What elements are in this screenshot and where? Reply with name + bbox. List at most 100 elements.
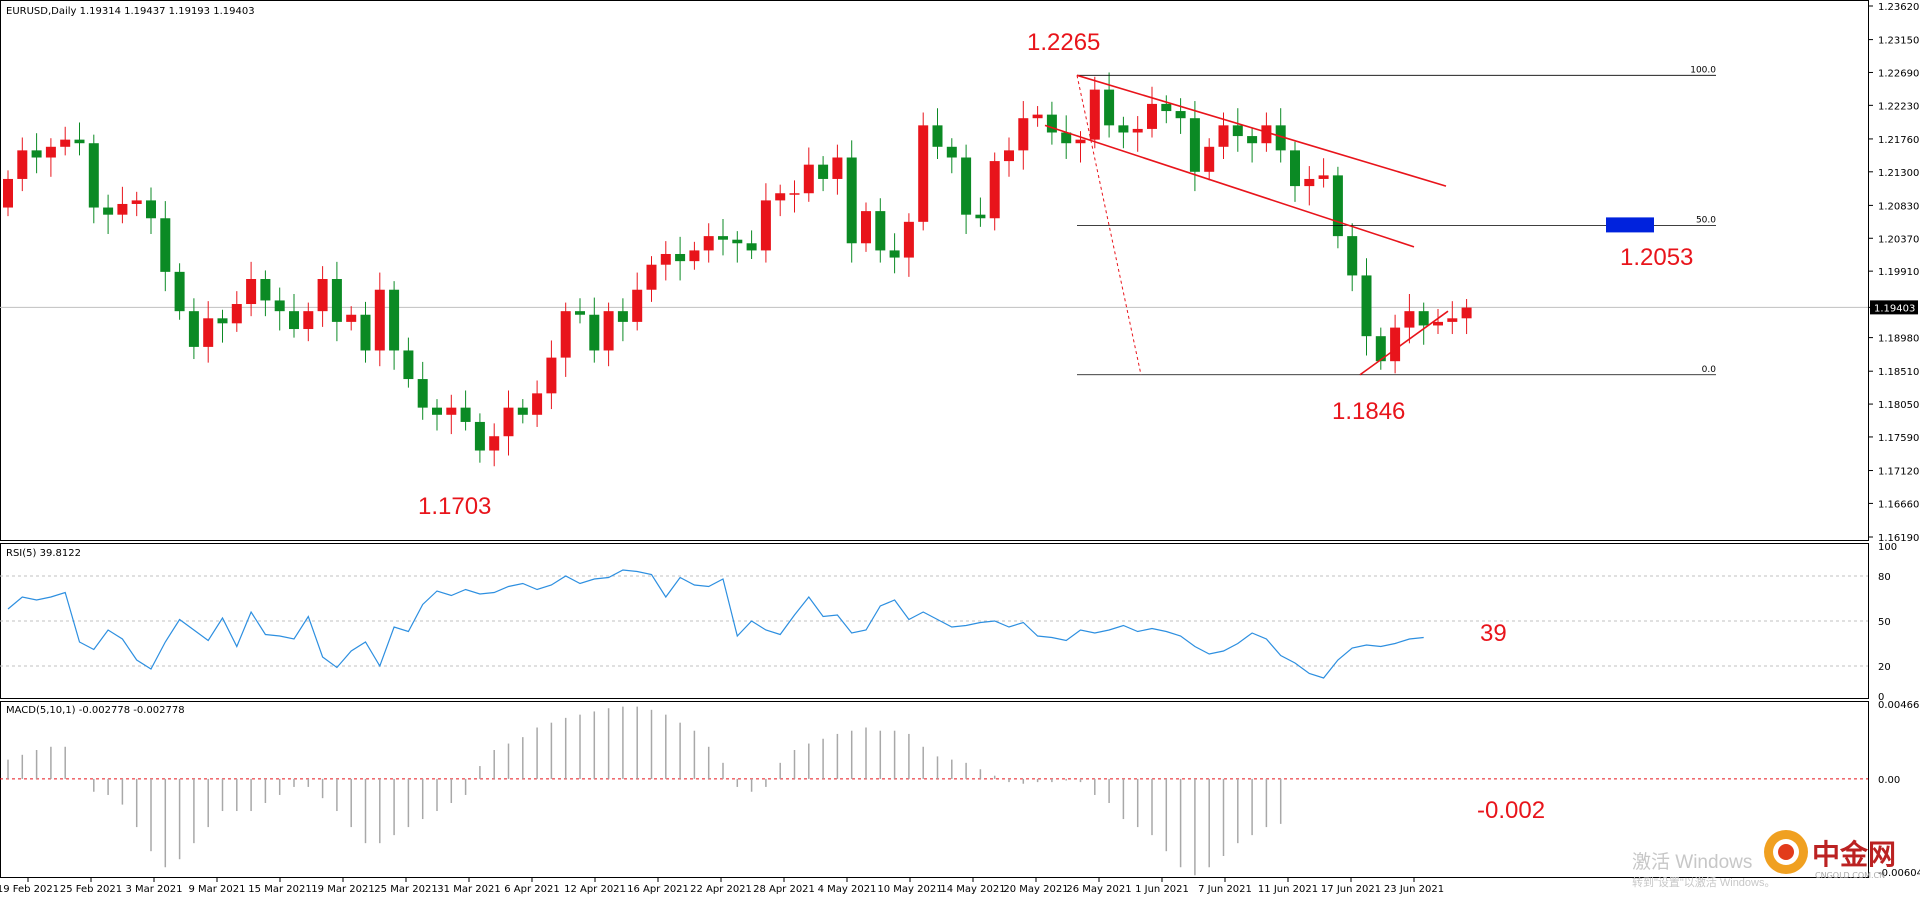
watermark-line2: 转到"设置"以激活 Windows。	[1632, 875, 1776, 889]
x-tick-label: 19 Feb 2021	[0, 884, 59, 895]
candle-body	[31, 150, 42, 158]
candle-body	[846, 157, 857, 244]
x-tick-label: 11 Jun 2021	[1258, 884, 1318, 895]
candle-body	[861, 211, 871, 244]
y-tick-label: 1.18050	[1878, 400, 1919, 411]
candle-body	[74, 139, 85, 144]
candle-body	[703, 236, 714, 251]
candle-body	[1433, 321, 1443, 326]
candle-body	[1332, 175, 1343, 237]
candle-body	[1418, 311, 1429, 326]
candle-body	[432, 407, 442, 415]
candle-body	[17, 150, 28, 179]
annotation-macd-value: -0.002	[1477, 797, 1545, 824]
y-tick-label: 1.20830	[1878, 201, 1919, 212]
candle-body	[1104, 89, 1115, 126]
candle-body	[818, 164, 829, 179]
macd-header: MACD(5,10,1) -0.002778 -0.002778	[6, 705, 185, 716]
candle-body	[617, 311, 628, 322]
candle-body	[160, 218, 171, 272]
candle-body	[1304, 178, 1315, 187]
candle-body	[1390, 327, 1401, 362]
main-panel	[0, 0, 1869, 541]
candle-body	[1147, 103, 1157, 129]
candle-body	[760, 200, 771, 251]
x-tick-label: 17 Jun 2021	[1321, 884, 1381, 895]
candle-body	[503, 407, 514, 437]
rsi-tick-label: 20	[1878, 662, 1891, 673]
x-tick-label: 25 Feb 2021	[60, 884, 122, 895]
macd-tick-label: 0.004663	[1878, 700, 1920, 711]
candle-body	[1189, 118, 1200, 172]
candle-body	[203, 318, 214, 347]
candle-body	[117, 203, 128, 215]
candle-body	[1018, 118, 1029, 151]
x-tick-label: 23 Jun 2021	[1384, 884, 1444, 895]
y-tick-label: 1.16660	[1878, 499, 1919, 510]
candle-body	[474, 421, 485, 451]
y-tick-label: 1.23620	[1878, 2, 1919, 13]
candle-body	[903, 221, 914, 258]
x-tick-label: 16 Apr 2021	[627, 884, 689, 895]
candle-body	[1290, 150, 1300, 187]
candle-body	[961, 157, 972, 215]
x-tick-label: 26 May 2021	[1066, 884, 1131, 895]
annotation-high: 1.2265	[1027, 29, 1100, 56]
candle-body	[1461, 307, 1472, 319]
x-tick-label: 19 Mar 2021	[311, 884, 374, 895]
candle-body	[360, 314, 371, 351]
watermark-line1: 激活 Windows	[1632, 851, 1752, 873]
candle-body	[1404, 311, 1415, 328]
candle-body	[975, 214, 986, 219]
candle-body	[1204, 146, 1215, 172]
candle-body	[45, 146, 56, 158]
candle-body	[217, 318, 228, 324]
candle-body	[718, 236, 728, 240]
candle-body	[832, 157, 843, 179]
candle-body	[875, 211, 886, 251]
logo-icon	[1764, 830, 1808, 874]
candle-body	[1318, 175, 1329, 179]
candle-body	[260, 279, 271, 301]
candle-body	[803, 164, 814, 194]
y-tick-label: 1.21300	[1878, 168, 1919, 179]
candle-body	[1132, 128, 1143, 133]
candle-body	[303, 311, 314, 330]
candle-body	[1218, 125, 1229, 147]
candle-body	[417, 379, 428, 408]
x-tick-label: 3 Mar 2021	[125, 884, 182, 895]
candle-body	[918, 125, 929, 222]
candle-body	[889, 250, 900, 258]
candle-body	[646, 264, 657, 290]
y-tick-label: 1.22690	[1878, 68, 1919, 79]
candle-body	[560, 311, 571, 358]
candle-body	[374, 289, 385, 351]
candle-body	[1075, 139, 1086, 144]
logo-text: 中金网	[1812, 838, 1896, 871]
fib-level-label: 0.0	[1702, 365, 1717, 375]
candle-body	[575, 311, 585, 315]
candle-body	[1232, 125, 1243, 137]
x-tick-label: 20 May 2021	[1003, 884, 1068, 895]
x-tick-label: 4 May 2021	[818, 884, 877, 895]
x-tick-label: 12 Apr 2021	[564, 884, 626, 895]
candle-body	[1032, 114, 1043, 119]
candle-body	[989, 161, 1000, 219]
fib-level-label: 100.0	[1690, 65, 1716, 75]
candle-body	[789, 193, 800, 195]
x-tick-label: 1 Jun 2021	[1135, 884, 1189, 895]
current-price-box	[1870, 300, 1918, 315]
y-tick-label: 1.21760	[1878, 135, 1919, 146]
candle-body	[1061, 132, 1072, 144]
channel-upper-line	[1076, 74, 1447, 187]
y-tick-label: 1.18510	[1878, 367, 1919, 378]
rsi-tick-label: 50	[1878, 617, 1891, 628]
y-tick-label: 1.19403	[1874, 303, 1915, 314]
candle-body	[188, 311, 199, 347]
candle-body	[460, 407, 471, 422]
candle-body	[317, 279, 328, 312]
candle-body	[1375, 336, 1386, 362]
candle-body	[675, 253, 686, 262]
candle-body	[103, 207, 114, 215]
candle-body	[274, 300, 285, 312]
